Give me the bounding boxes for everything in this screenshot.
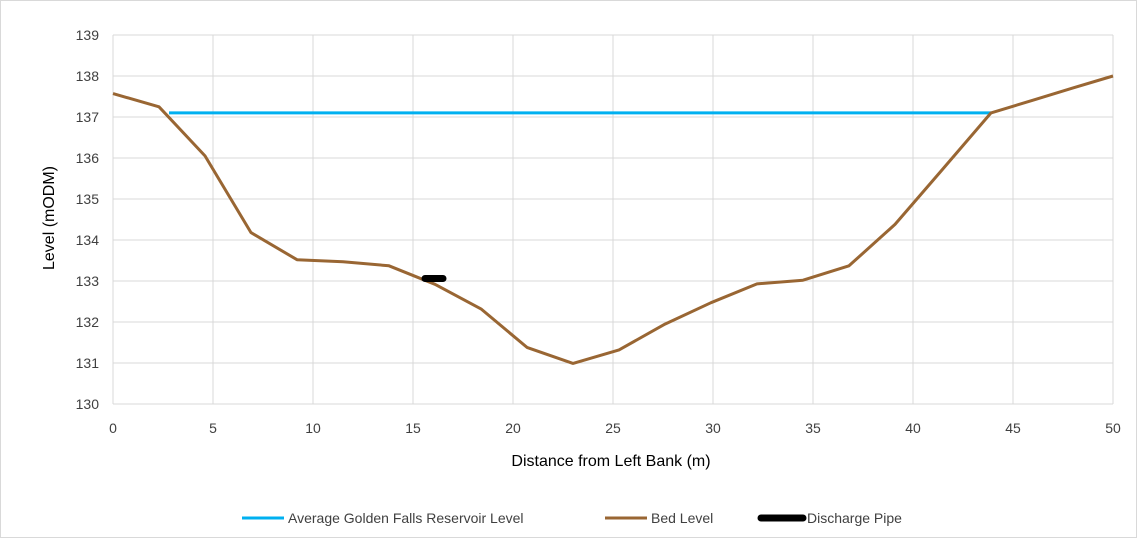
- x-tick-label: 20: [505, 420, 521, 436]
- x-tick-label: 15: [405, 420, 421, 436]
- x-tick-label: 50: [1105, 420, 1121, 436]
- tick-layer: 130 131 132 133 134 135 136 137 138 139 0 5 10 15 20 25…: [76, 27, 1121, 436]
- y-tick-label: 138: [76, 68, 100, 84]
- grid-layer: [112, 34, 1114, 405]
- series-layer: [112, 74, 1114, 365]
- x-tick-label: 25: [605, 420, 621, 436]
- y-tick-label: 139: [76, 27, 100, 43]
- y-tick-label: 131: [76, 355, 100, 371]
- x-tick-label: 30: [705, 420, 721, 436]
- y-tick-label: 135: [76, 191, 100, 207]
- y-tick-label: 134: [76, 232, 100, 248]
- y-tick-label: 133: [76, 273, 100, 289]
- x-tick-label: 45: [1005, 420, 1021, 436]
- legend-label: Bed Level: [651, 510, 713, 526]
- x-tick-label: 5: [209, 420, 217, 436]
- legend-label: Average Golden Falls Reservoir Level: [288, 510, 524, 526]
- x-tick-label: 0: [109, 420, 117, 436]
- y-axis-title: Level (mODM): [41, 166, 58, 270]
- legend: Average Golden Falls Reservoir Level Bed …: [242, 510, 902, 526]
- x-tick-label: 35: [805, 420, 821, 436]
- bed-level-line: [112, 74, 1114, 365]
- x-axis-title: Distance from Left Bank (m): [511, 453, 710, 470]
- y-tick-label: 136: [76, 150, 100, 166]
- x-tick-label: 10: [305, 420, 321, 436]
- x-tick-label: 40: [905, 420, 921, 436]
- y-tick-label: 137: [76, 109, 100, 125]
- y-tick-label: 130: [76, 396, 100, 412]
- y-tick-label: 132: [76, 314, 100, 330]
- legend-label: Discharge Pipe: [807, 510, 902, 526]
